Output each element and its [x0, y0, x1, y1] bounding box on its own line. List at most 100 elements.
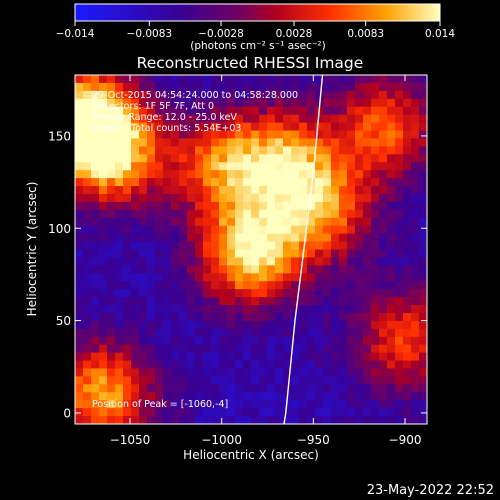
heatmap-cell [107, 233, 116, 243]
heatmap-cell [99, 368, 108, 378]
heatmap-cell [99, 297, 108, 306]
heatmap-cell [203, 400, 212, 409]
heatmap-cell [307, 193, 316, 203]
heatmap-cell [75, 328, 84, 338]
heatmap-cell [179, 281, 188, 290]
heatmap-cell [219, 138, 228, 147]
heatmap-cell [275, 82, 284, 92]
heatmap-cell [83, 305, 92, 314]
heatmap-cell [419, 305, 427, 314]
heatmap-cell [403, 114, 412, 124]
heatmap-cell [235, 400, 244, 409]
heatmap-cell [403, 193, 412, 203]
heatmap-cell [99, 273, 108, 282]
colorbar-tick-label: 0.014 [425, 28, 455, 40]
heatmap-cell [419, 162, 427, 171]
heatmap-cell [147, 186, 156, 195]
heatmap-cell [267, 344, 276, 354]
heatmap-cell [123, 106, 132, 116]
heatmap-cell [339, 98, 348, 108]
heatmap-cell [211, 241, 220, 251]
heatmap-cell [355, 154, 364, 163]
heatmap-cell [419, 249, 427, 259]
heatmap-cell [83, 320, 92, 330]
heatmap-cell [91, 360, 100, 370]
heatmap-cell [179, 289, 188, 298]
heatmap-cell [379, 178, 388, 187]
heatmap-cell [331, 392, 340, 401]
heatmap-cell [331, 217, 340, 227]
heatmap-cell [355, 193, 364, 203]
heatmap-cell [187, 106, 196, 116]
heatmap-cell [155, 186, 164, 195]
heatmap-cell [371, 273, 380, 282]
heatmap-cell [131, 400, 140, 409]
colorbar-tick-label: −0.0028 [198, 28, 244, 40]
heatmap-cell [403, 305, 412, 314]
heatmap-cell [275, 336, 284, 346]
x-tick-label: −950 [297, 433, 330, 447]
heatmap-cell [243, 289, 252, 298]
heatmap-cell [155, 320, 164, 330]
heatmap-cell [403, 360, 412, 370]
heatmap-cell [275, 344, 284, 354]
heatmap-cell [307, 201, 316, 211]
heatmap-cell [75, 114, 84, 124]
heatmap-cell [171, 122, 180, 132]
heatmap-cell [163, 289, 172, 298]
heatmap-cell [235, 170, 244, 179]
heatmap-cell [363, 154, 372, 163]
heatmap-cell [275, 170, 284, 179]
heatmap-cell [139, 225, 148, 235]
heatmap-cell [291, 273, 300, 282]
heatmap-cell [163, 106, 172, 116]
heatmap-cell [403, 241, 412, 251]
heatmap-cell [371, 305, 380, 314]
heatmap-cell [323, 122, 332, 132]
heatmap-cell [147, 170, 156, 179]
heatmap-cell [203, 376, 212, 385]
heatmap-cell [275, 178, 284, 187]
heatmap-cell [235, 146, 244, 155]
heatmap-cell [347, 297, 356, 306]
heatmap-cell [339, 352, 348, 362]
heatmap-cell [107, 138, 116, 147]
heatmap-cell [211, 352, 220, 362]
heatmap-cell [147, 154, 156, 163]
heatmap-cell [187, 320, 196, 330]
heatmap-cell [355, 257, 364, 266]
heatmap-cell [331, 225, 340, 235]
heatmap-cell [235, 344, 244, 354]
heatmap-cell [355, 146, 364, 155]
heatmap-cell [379, 122, 388, 132]
heatmap-cell [379, 186, 388, 195]
heatmap-cell [227, 273, 236, 282]
heatmap-cell [363, 257, 372, 266]
heatmap-cell [291, 154, 300, 163]
heatmap-cell [91, 186, 100, 195]
heatmap-cell [323, 201, 332, 211]
heatmap-cell [171, 90, 180, 100]
heatmap-cell [387, 154, 396, 163]
heatmap-cell [91, 233, 100, 243]
heatmap-cell [267, 170, 276, 179]
heatmap-cell [91, 376, 100, 385]
heatmap-cell [243, 368, 252, 378]
heatmap-cell [187, 257, 196, 266]
heatmap-cell [99, 336, 108, 346]
heatmap-cell [267, 384, 276, 393]
heatmap-cell [163, 82, 172, 92]
heatmap-cell [83, 400, 92, 409]
heatmap-cell [299, 360, 308, 370]
heatmap-cell [123, 384, 132, 393]
heatmap-cell [195, 384, 204, 393]
heatmap-cell [211, 400, 220, 409]
heatmap-cell [123, 233, 132, 243]
heatmap-cell [315, 352, 324, 362]
heatmap-cell [371, 400, 380, 409]
heatmap-cell [227, 82, 236, 92]
heatmap-cell [139, 186, 148, 195]
heatmap-cell [75, 186, 84, 195]
heatmap-cell [411, 249, 420, 259]
heatmap-cell [99, 384, 108, 393]
